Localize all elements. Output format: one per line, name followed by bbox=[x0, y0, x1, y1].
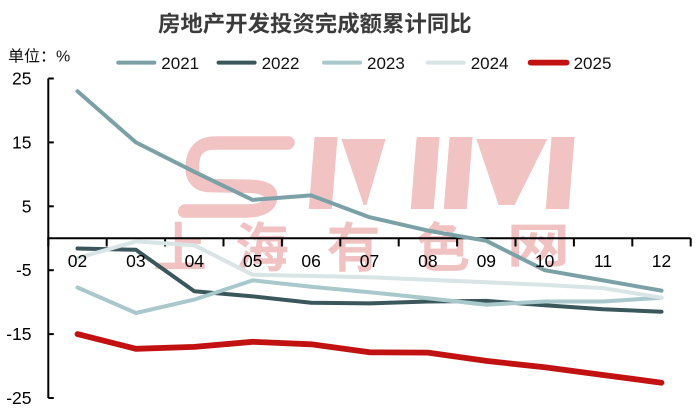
svg-text:2022: 2022 bbox=[262, 54, 300, 73]
svg-text:05: 05 bbox=[243, 251, 262, 271]
svg-text:2023: 2023 bbox=[367, 54, 405, 73]
svg-text:06: 06 bbox=[301, 251, 320, 271]
svg-text:%: % bbox=[56, 49, 70, 66]
svg-text:08: 08 bbox=[418, 251, 437, 271]
svg-text:10: 10 bbox=[535, 251, 555, 271]
svg-text:-25: -25 bbox=[6, 388, 31, 408]
svg-text:-5: -5 bbox=[16, 260, 32, 280]
svg-text:11: 11 bbox=[594, 251, 612, 271]
svg-text:15: 15 bbox=[12, 132, 31, 152]
svg-text:07: 07 bbox=[360, 251, 379, 271]
svg-text:25: 25 bbox=[12, 69, 31, 89]
svg-text:02: 02 bbox=[68, 251, 87, 271]
svg-text:04: 04 bbox=[185, 251, 205, 271]
svg-text:2025: 2025 bbox=[574, 54, 612, 73]
svg-text:12: 12 bbox=[652, 251, 671, 271]
svg-text:5: 5 bbox=[22, 196, 32, 216]
svg-text:03: 03 bbox=[126, 251, 145, 271]
svg-text:-15: -15 bbox=[6, 324, 31, 344]
svg-text:2024: 2024 bbox=[471, 54, 509, 73]
svg-text:2021: 2021 bbox=[161, 54, 199, 73]
svg-text:09: 09 bbox=[477, 251, 496, 271]
